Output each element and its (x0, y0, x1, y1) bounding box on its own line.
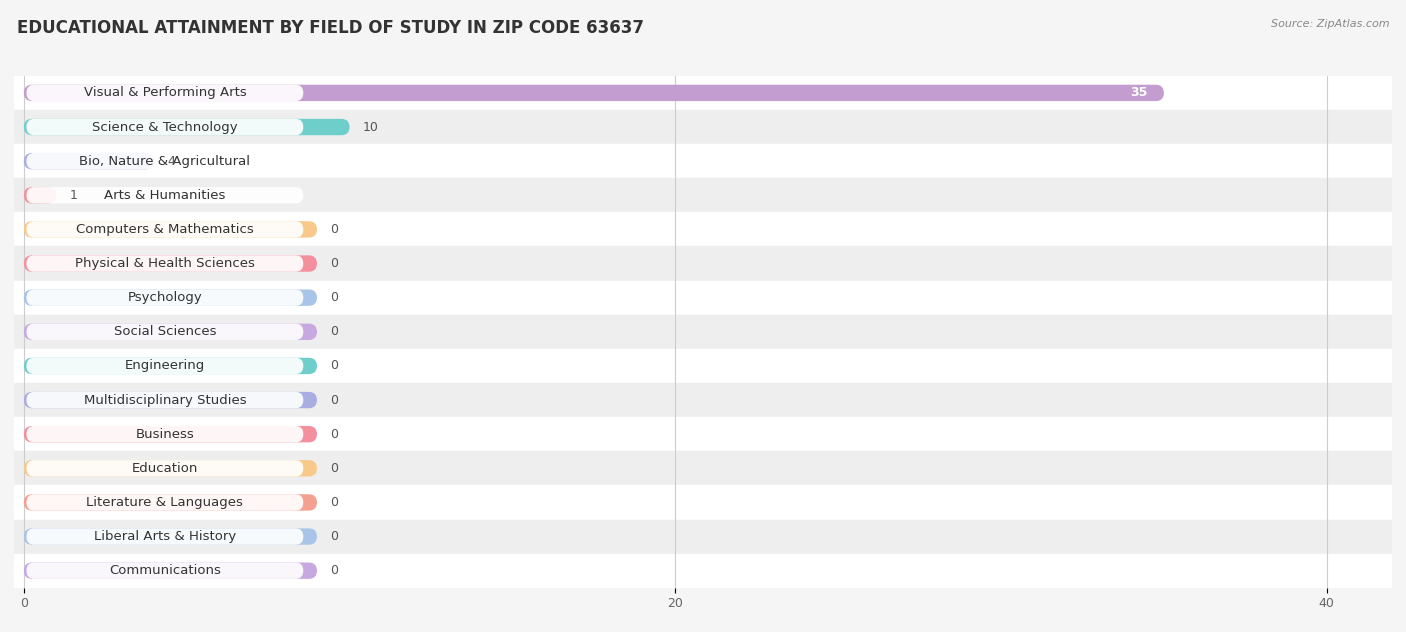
Bar (14, 417, 1392, 451)
Text: Source: ZipAtlas.com: Source: ZipAtlas.com (1271, 19, 1389, 29)
FancyBboxPatch shape (24, 119, 350, 135)
Text: Science & Technology: Science & Technology (91, 121, 238, 133)
Text: 0: 0 (330, 291, 337, 304)
FancyBboxPatch shape (27, 221, 304, 238)
Bar (14, 520, 1392, 554)
Text: Bio, Nature & Agricultural: Bio, Nature & Agricultural (79, 155, 250, 167)
Text: 0: 0 (330, 223, 337, 236)
Text: 0: 0 (330, 394, 337, 406)
FancyBboxPatch shape (27, 460, 304, 477)
FancyBboxPatch shape (24, 426, 316, 442)
Text: 0: 0 (330, 462, 337, 475)
FancyBboxPatch shape (24, 528, 316, 545)
Bar (14, 315, 1392, 349)
FancyBboxPatch shape (24, 494, 316, 511)
FancyBboxPatch shape (27, 392, 304, 408)
FancyBboxPatch shape (24, 255, 316, 272)
FancyBboxPatch shape (27, 119, 304, 135)
Bar (14, 212, 1392, 246)
Bar (14, 76, 1392, 110)
Text: 0: 0 (330, 360, 337, 372)
Text: 4: 4 (167, 155, 174, 167)
Text: Arts & Humanities: Arts & Humanities (104, 189, 225, 202)
Text: Social Sciences: Social Sciences (114, 325, 217, 338)
FancyBboxPatch shape (24, 153, 155, 169)
FancyBboxPatch shape (27, 85, 304, 101)
FancyBboxPatch shape (24, 221, 316, 238)
FancyBboxPatch shape (24, 187, 56, 204)
Bar (14, 281, 1392, 315)
FancyBboxPatch shape (27, 562, 304, 579)
FancyBboxPatch shape (27, 255, 304, 272)
Text: Liberal Arts & History: Liberal Arts & History (94, 530, 236, 543)
Text: Visual & Performing Arts: Visual & Performing Arts (83, 87, 246, 99)
Text: 0: 0 (330, 257, 337, 270)
Text: Business: Business (135, 428, 194, 441)
FancyBboxPatch shape (27, 289, 304, 306)
Bar (14, 349, 1392, 383)
FancyBboxPatch shape (27, 324, 304, 340)
Text: Computers & Mathematics: Computers & Mathematics (76, 223, 253, 236)
Text: 0: 0 (330, 564, 337, 577)
FancyBboxPatch shape (27, 528, 304, 545)
FancyBboxPatch shape (24, 324, 316, 340)
Text: Physical & Health Sciences: Physical & Health Sciences (75, 257, 254, 270)
Text: Multidisciplinary Studies: Multidisciplinary Studies (83, 394, 246, 406)
Bar (14, 554, 1392, 588)
Text: 1: 1 (69, 189, 77, 202)
Text: Communications: Communications (108, 564, 221, 577)
FancyBboxPatch shape (24, 289, 316, 306)
FancyBboxPatch shape (27, 187, 304, 204)
Text: 10: 10 (363, 121, 378, 133)
Bar (14, 246, 1392, 281)
Text: Engineering: Engineering (125, 360, 205, 372)
Text: EDUCATIONAL ATTAINMENT BY FIELD OF STUDY IN ZIP CODE 63637: EDUCATIONAL ATTAINMENT BY FIELD OF STUDY… (17, 19, 644, 37)
FancyBboxPatch shape (24, 358, 316, 374)
Bar (14, 485, 1392, 520)
Text: Education: Education (132, 462, 198, 475)
FancyBboxPatch shape (24, 460, 316, 477)
Text: 0: 0 (330, 325, 337, 338)
Text: Psychology: Psychology (128, 291, 202, 304)
Text: 0: 0 (330, 496, 337, 509)
Bar (14, 178, 1392, 212)
Text: Literature & Languages: Literature & Languages (86, 496, 243, 509)
Bar (14, 144, 1392, 178)
Text: 35: 35 (1130, 87, 1147, 99)
FancyBboxPatch shape (24, 562, 316, 579)
FancyBboxPatch shape (27, 494, 304, 511)
FancyBboxPatch shape (27, 358, 304, 374)
FancyBboxPatch shape (24, 85, 1164, 101)
Text: 0: 0 (330, 428, 337, 441)
Text: 0: 0 (330, 530, 337, 543)
FancyBboxPatch shape (27, 426, 304, 442)
FancyBboxPatch shape (27, 153, 304, 169)
Bar (14, 383, 1392, 417)
Bar (14, 110, 1392, 144)
Bar (14, 451, 1392, 485)
FancyBboxPatch shape (24, 392, 316, 408)
